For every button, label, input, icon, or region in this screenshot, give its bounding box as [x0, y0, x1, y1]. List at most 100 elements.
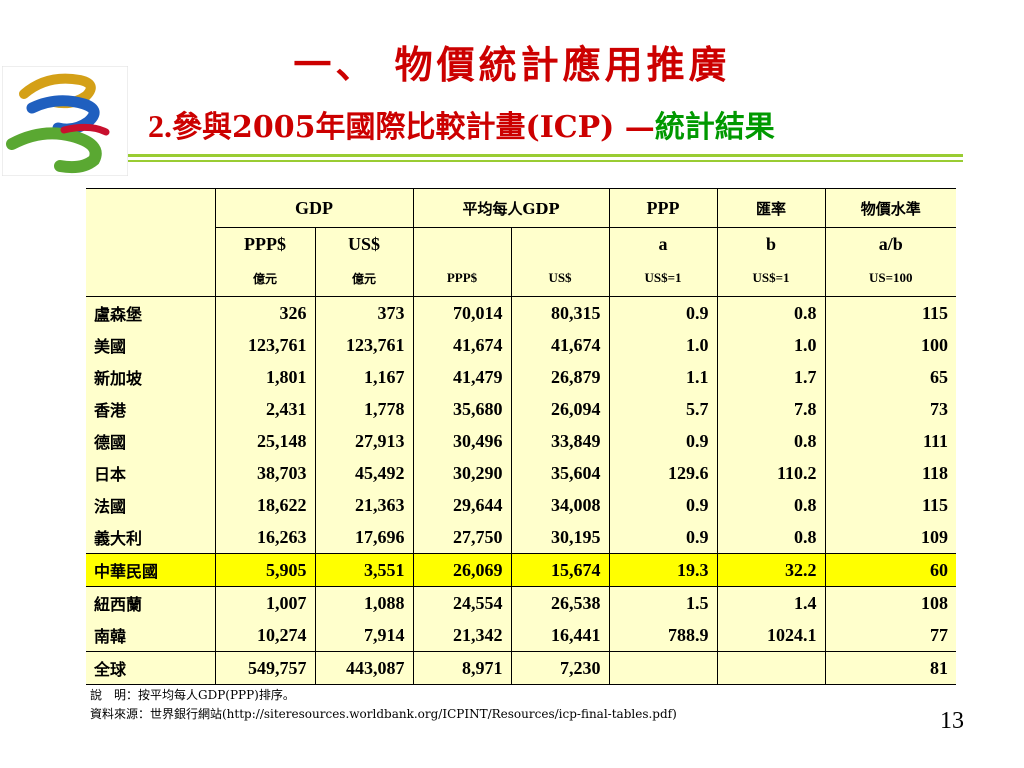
- unit-cell: 億元: [315, 260, 414, 297]
- value-cell: 123,761: [215, 329, 316, 361]
- value-cell: 65: [930, 366, 949, 387]
- table-header-row: GDP 平均每人GDP PPP 匯率 物價水準: [86, 188, 957, 297]
- value-cell: 16,263: [215, 521, 316, 554]
- corner-cell: [86, 188, 216, 297]
- value-cell: 21,342: [413, 619, 512, 652]
- subtitle-number: 2.: [148, 108, 172, 144]
- value-cell: 26,879: [511, 361, 610, 393]
- value-cell: 38,703: [215, 457, 316, 489]
- value-cell: 73: [930, 398, 949, 419]
- value-cell: 0.9: [609, 296, 718, 329]
- value-cell: 1024.1: [717, 619, 826, 652]
- table-row: 日本 38,703 45,492 30,290 35,604 129.6 110…: [86, 457, 956, 489]
- value-cell: 110.2: [717, 457, 826, 489]
- value-cell: 1.1: [609, 361, 718, 393]
- unit-cell: US=100: [825, 260, 957, 297]
- value-cell: 16,441: [511, 619, 610, 652]
- page-number: 13: [940, 708, 964, 734]
- header-ppp: PPP: [609, 188, 718, 228]
- value-cell: 0.8: [717, 521, 826, 554]
- header-price-level: 物價水準: [825, 188, 957, 228]
- value-cell: 8,971: [413, 651, 512, 685]
- value-cell: 108: [921, 592, 949, 613]
- value-cell: 123,761: [315, 329, 414, 361]
- value-cell: [717, 651, 826, 685]
- unit-cell: PPP$: [413, 260, 512, 297]
- value-cell: 0.8: [717, 296, 826, 329]
- subheader-us-dollar: US$: [315, 227, 414, 260]
- value-cell: 1.0: [717, 329, 826, 361]
- country-cell: 紐西蘭: [86, 586, 216, 619]
- value-cell: 111: [923, 430, 949, 451]
- table-subheader-row: PPP$ US$ a b a/b: [86, 227, 956, 260]
- value-cell: 0.8: [717, 489, 826, 521]
- value-cell: 788.9: [609, 619, 718, 652]
- unit-cell: US$=1: [717, 260, 826, 297]
- table-row: 德國 25,148 27,913 30,496 33,849 0.9 0.8 1…: [86, 425, 956, 457]
- note-source: 資料來源：世界銀行網站(http://siteresources.worldba…: [90, 707, 677, 721]
- value-cell: 41,674: [413, 329, 512, 361]
- country-cell: 中華民國: [86, 553, 216, 587]
- table-total-row: 全球 549,757 443,087 8,971 7,230 81: [86, 651, 957, 685]
- value-cell: 0.8: [717, 425, 826, 457]
- value-cell: 15,674: [511, 553, 610, 587]
- value-cell: 10,274: [215, 619, 316, 652]
- value-cell: 7.8: [717, 393, 826, 425]
- header-gdp-per-capita: 平均每人GDP: [413, 188, 610, 228]
- value-cell: 115: [922, 494, 949, 515]
- country-cell: 全球: [86, 651, 216, 685]
- value-cell: 118: [922, 462, 949, 483]
- value-cell: 18,622: [215, 489, 316, 521]
- table-unit-row: 億元 億元 PPP$ US$ US$=1 US$=1 US=100: [86, 260, 957, 297]
- table-row: 南韓 10,274 7,914 21,342 16,441 788.9 1024…: [86, 619, 956, 652]
- country-cell: 義大利: [86, 521, 216, 554]
- note-explanation: 說 明：按平均每人GDP(PPP)排序。: [90, 688, 295, 702]
- statistics-table: GDP 平均每人GDP PPP 匯率 物價水準 PPP$ US$ a b a/b…: [86, 188, 957, 685]
- value-cell: 3,551: [315, 553, 414, 587]
- value-cell: 129.6: [609, 457, 718, 489]
- value-cell: 1.7: [717, 361, 826, 393]
- value-cell: 100: [921, 334, 949, 355]
- table-row-highlighted: 中華民國 5,905 3,551 26,069 15,674 19.3 32.2…: [86, 553, 957, 587]
- value-cell: 17,696: [315, 521, 414, 554]
- value-cell: 21,363: [315, 489, 414, 521]
- subheader-ppp-dollar: PPP$: [215, 227, 316, 260]
- value-cell: 1,778: [315, 393, 414, 425]
- value-cell: 30,496: [413, 425, 512, 457]
- country-cell: 日本: [86, 457, 216, 489]
- unit-cell: US$: [511, 260, 610, 297]
- page-subtitle: 2.參與2005年國際比較計畫(ICP) —統計結果: [148, 102, 775, 146]
- value-cell: 41,674: [511, 329, 610, 361]
- value-cell: 5.7: [609, 393, 718, 425]
- table-row: 美國 123,761 123,761 41,674 41,674 1.0 1.0…: [86, 329, 956, 361]
- subheader-a-over-b: a/b: [878, 233, 903, 254]
- value-cell: 35,680: [413, 393, 512, 425]
- value-cell: 7,230: [511, 651, 610, 685]
- value-cell: 0.9: [609, 521, 718, 554]
- subheader-empty-2: [511, 227, 610, 260]
- value-cell: 0.9: [609, 489, 718, 521]
- value-cell: 70,014: [413, 296, 512, 329]
- value-cell: [609, 651, 718, 685]
- value-cell: 1.5: [609, 586, 718, 619]
- value-cell: 80,315: [511, 296, 610, 329]
- country-cell: 德國: [86, 425, 216, 457]
- value-cell: 5,905: [215, 553, 316, 587]
- value-cell: 25,148: [215, 425, 316, 457]
- header-gdp: GDP: [215, 188, 414, 228]
- page-title: 一、 物價統計應用推廣: [293, 42, 731, 87]
- value-cell: 30,290: [413, 457, 512, 489]
- value-cell: 60: [825, 553, 957, 587]
- value-cell: 26,094: [511, 393, 610, 425]
- title-divider: [128, 154, 963, 157]
- value-cell: 373: [315, 296, 414, 329]
- unit-cell: US$=1: [609, 260, 718, 297]
- table-row: 義大利 16,263 17,696 27,750 30,195 0.9 0.8 …: [86, 521, 956, 554]
- value-cell: 27,750: [413, 521, 512, 554]
- value-cell: 26,538: [511, 586, 610, 619]
- country-cell: 南韓: [86, 619, 216, 652]
- value-cell: 41,479: [413, 361, 512, 393]
- value-cell: 326: [215, 296, 316, 329]
- logo-icon: [2, 66, 128, 176]
- value-cell: 45,492: [315, 457, 414, 489]
